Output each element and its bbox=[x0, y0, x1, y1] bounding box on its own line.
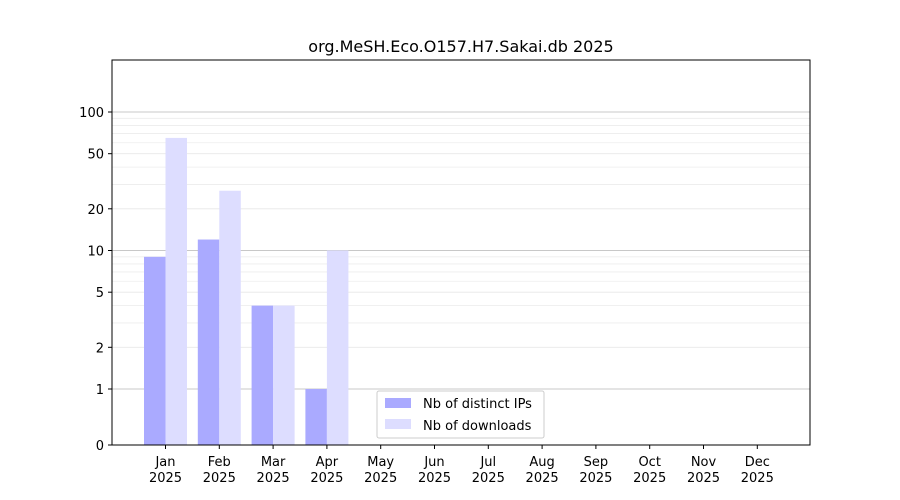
y-tick-label: 1 bbox=[96, 383, 104, 398]
x-tick-label-month: Mar bbox=[261, 455, 286, 470]
x-tick-label-month: May bbox=[367, 455, 394, 470]
x-tick-label-year: 2025 bbox=[472, 471, 505, 486]
y-tick-label: 10 bbox=[87, 245, 104, 260]
bars bbox=[144, 137, 349, 445]
x-tick-label-month: Apr bbox=[316, 455, 339, 470]
x-axis: Jan2025Feb2025Mar2025Apr2025May2025Jun20… bbox=[149, 445, 774, 486]
chart-title: org.MeSH.Eco.O157.H7.Sakai.db 2025 bbox=[308, 37, 613, 56]
x-tick-label-year: 2025 bbox=[741, 471, 774, 486]
bar-distinct-ips bbox=[144, 256, 166, 445]
legend: Nb of distinct IPs Nb of downloads bbox=[376, 390, 545, 439]
x-tick-label-month: Oct bbox=[638, 455, 660, 470]
bar-distinct-ips bbox=[305, 389, 327, 445]
bar-distinct-ips bbox=[251, 305, 274, 445]
x-tick-label-year: 2025 bbox=[579, 471, 612, 486]
legend-label-ips: Nb of distinct IPs bbox=[423, 397, 532, 412]
y-tick-label: 5 bbox=[96, 286, 104, 301]
bar-downloads bbox=[326, 250, 349, 445]
y-tick-label: 50 bbox=[87, 148, 104, 163]
bar-distinct-ips bbox=[197, 239, 220, 445]
y-tick-label: 0 bbox=[96, 439, 104, 454]
legend-swatch-ips bbox=[385, 398, 411, 408]
x-tick-label-month: Jul bbox=[479, 455, 496, 470]
x-tick-label-year: 2025 bbox=[257, 471, 290, 486]
legend-label-downloads: Nb of downloads bbox=[423, 419, 532, 434]
x-tick-label-year: 2025 bbox=[310, 471, 343, 486]
x-tick-label-year: 2025 bbox=[203, 471, 236, 486]
x-tick-label-month: Aug bbox=[529, 455, 554, 470]
legend-swatch-downloads bbox=[385, 419, 411, 429]
bar-downloads bbox=[165, 137, 187, 445]
x-tick-label-year: 2025 bbox=[526, 471, 559, 486]
x-tick-label-year: 2025 bbox=[418, 471, 451, 486]
x-tick-label-year: 2025 bbox=[687, 471, 720, 486]
x-tick-label-month: Jan bbox=[154, 455, 175, 470]
y-tick-label: 20 bbox=[87, 203, 104, 218]
x-tick-label-month: Sep bbox=[584, 455, 609, 470]
legend-frame bbox=[376, 390, 545, 439]
y-tick-label: 100 bbox=[79, 106, 104, 121]
x-tick-label-year: 2025 bbox=[149, 471, 182, 486]
x-tick-label-year: 2025 bbox=[633, 471, 666, 486]
bar-downloads bbox=[219, 190, 241, 445]
x-tick-label-month: Feb bbox=[208, 455, 231, 470]
x-tick-label-year: 2025 bbox=[364, 471, 397, 486]
x-tick-label-month: Dec bbox=[745, 455, 770, 470]
x-tick-label-month: Nov bbox=[691, 455, 717, 470]
plot-frame bbox=[111, 59, 811, 446]
x-tick-label-month: Jun bbox=[423, 455, 444, 470]
y-tick-label: 2 bbox=[96, 341, 104, 356]
bar-downloads bbox=[273, 305, 295, 445]
y-axis: 0 1 2 5 10 20 50 100 bbox=[79, 106, 112, 454]
